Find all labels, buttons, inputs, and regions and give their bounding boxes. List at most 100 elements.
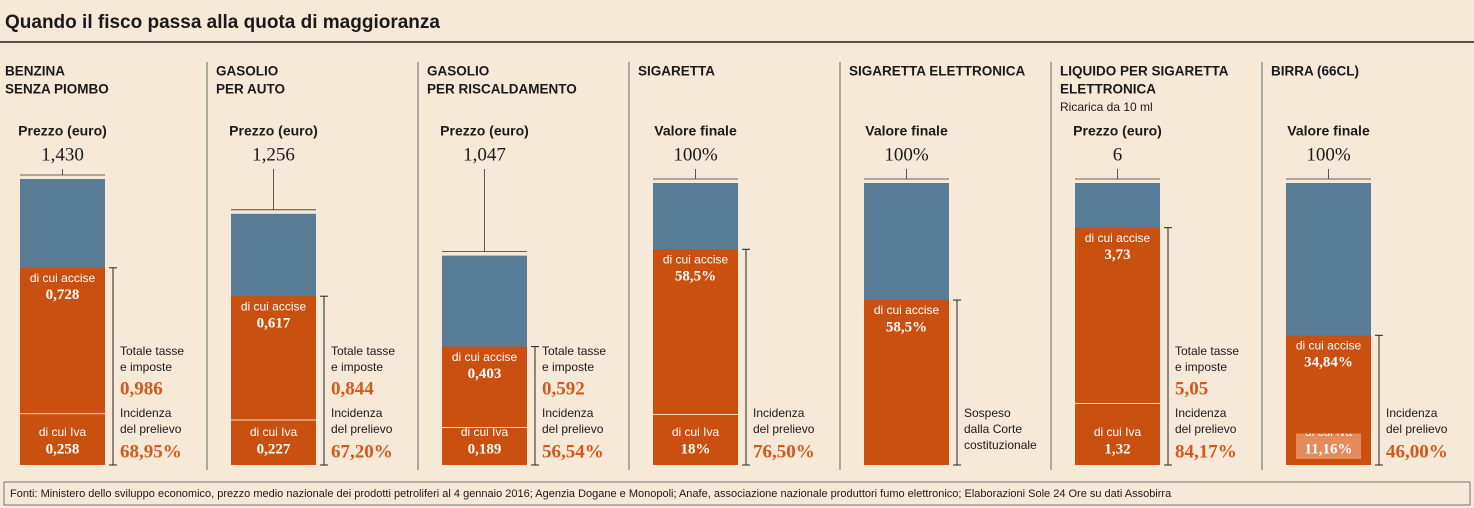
measure-label: Prezzo (euro)	[1073, 123, 1162, 139]
segment-bar	[864, 300, 949, 465]
tax-name: Totale tasse	[542, 344, 606, 358]
panel-title: PER AUTO	[216, 82, 285, 97]
panel-title: BENZINA	[5, 64, 65, 79]
incidence-name: Incidenza	[1386, 406, 1438, 420]
incidence-name: del prelievo	[331, 422, 393, 436]
segment-bar	[20, 413, 105, 465]
tax-name: Totale tasse	[1175, 344, 1239, 358]
segment-name: di cui Iva	[39, 425, 87, 439]
segment-name: di cui accise	[452, 350, 518, 364]
segment-value: 58,5%	[675, 269, 716, 285]
panel-title: PER RISCALDAMENTO	[427, 82, 577, 97]
tax-name: e imposte	[542, 360, 594, 374]
note: dalla Corte	[964, 422, 1022, 436]
incidence-value: 84,17%	[1175, 441, 1237, 462]
incidence-name: Incidenza	[542, 406, 594, 420]
panel-title: GASOLIO	[427, 64, 489, 79]
incidence-name: Incidenza	[331, 406, 383, 420]
total-label: 100%	[884, 144, 929, 165]
incidence-name: Incidenza	[1175, 406, 1227, 420]
segment-name: di cui accise	[30, 271, 96, 285]
measure-label: Prezzo (euro)	[440, 123, 529, 139]
segment-bar	[231, 296, 316, 420]
incidence-name: del prelievo	[542, 422, 604, 436]
total-label: 1,256	[252, 144, 295, 165]
total-label: 6	[1113, 144, 1123, 165]
segment-name: di cui Iva	[461, 425, 509, 439]
panel-title: SIGARETTA ELETTRONICA	[849, 64, 1025, 79]
segment-name: di cui accise	[874, 303, 940, 317]
segment-value: 58,5%	[886, 319, 927, 335]
note: Sospeso	[964, 406, 1011, 420]
segment-name: di cui accise	[241, 299, 307, 313]
measure-label: Valore finale	[865, 123, 948, 139]
note: costituzionale	[964, 438, 1037, 452]
segment-value: 0,728	[46, 287, 80, 303]
segment-bar	[1286, 335, 1371, 434]
segment-bar	[231, 419, 316, 465]
total-label: 100%	[1306, 144, 1351, 165]
tax-value: 0,844	[331, 378, 374, 399]
segment-value: 0,189	[468, 441, 502, 457]
panel-subtitle: Ricarica da 10 ml	[1060, 100, 1153, 114]
measure-label: Valore finale	[1287, 123, 1370, 139]
segment-bar	[1075, 227, 1160, 403]
panel-title: BIRRA (66CL)	[1271, 64, 1359, 79]
total-label: 1,430	[41, 144, 84, 165]
segment-value: 11,16%	[1305, 441, 1353, 457]
segment-bar	[653, 249, 738, 415]
tax-name: e imposte	[331, 360, 383, 374]
source: Fonti: Ministero dello sviluppo economic…	[10, 488, 1172, 500]
segment-name: di cui accise	[663, 252, 729, 266]
measure-label: Prezzo (euro)	[18, 123, 107, 139]
incidence-name: Incidenza	[120, 406, 172, 420]
incidence-value: 56,54%	[542, 441, 604, 462]
tax-value: 0,986	[120, 378, 163, 399]
tax-name: e imposte	[120, 360, 172, 374]
panel-title: ELETTRONICA	[1060, 82, 1156, 97]
total-label: 1,047	[463, 144, 506, 165]
incidence-name: del prelievo	[1386, 422, 1448, 436]
incidence-name: del prelievo	[120, 422, 182, 436]
source-box	[3, 481, 1471, 506]
segment-name: di cui Iva	[250, 425, 298, 439]
total-label: 100%	[673, 144, 718, 165]
segment-value: 0,227	[257, 441, 291, 457]
segment-name: di cui Iva	[1094, 425, 1142, 439]
segment-bar	[653, 414, 738, 465]
segment-bar	[20, 267, 105, 414]
segment-value: 0,403	[468, 366, 502, 382]
segment-value: 18%	[681, 441, 711, 457]
segment-bar	[442, 346, 527, 428]
incidence-name: del prelievo	[1175, 422, 1237, 436]
incidence-name: del prelievo	[753, 422, 815, 436]
segment-bar	[442, 427, 527, 465]
segment-value: 3,73	[1104, 247, 1130, 263]
segment-value: 1,32	[1104, 441, 1130, 457]
incidence-value: 46,00%	[1386, 441, 1448, 462]
panel-title: SENZA PIOMBO	[5, 82, 109, 97]
segment-name: di cui accise	[1296, 338, 1362, 352]
panel-title: LIQUIDO PER SIGARETTA	[1060, 64, 1229, 79]
tax-name: e imposte	[1175, 360, 1227, 374]
panel-title: SIGARETTA	[638, 64, 715, 79]
tax-value: 5,05	[1175, 378, 1208, 399]
measure-label: Valore finale	[654, 123, 737, 139]
segment-bar	[1075, 402, 1160, 465]
incidence-value: 76,50%	[753, 441, 815, 462]
tax-value: 0,592	[542, 378, 585, 399]
segment-value: 0,258	[46, 441, 80, 457]
page-title: Quando il fisco passa alla quota di magg…	[5, 12, 440, 33]
incidence-value: 68,95%	[120, 441, 182, 462]
tax-name: Totale tasse	[120, 344, 184, 358]
incidence-value: 67,20%	[331, 441, 393, 462]
tax-name: Totale tasse	[331, 344, 395, 358]
segment-name: di cui Iva	[672, 425, 720, 439]
segment-name: di cui accise	[1085, 231, 1151, 245]
measure-label: Prezzo (euro)	[229, 123, 318, 139]
segment-value: 34,84%	[1304, 355, 1353, 371]
panel-title: GASOLIO	[216, 64, 278, 79]
incidence-name: Incidenza	[753, 406, 805, 420]
segment-value: 0,617	[257, 316, 291, 332]
